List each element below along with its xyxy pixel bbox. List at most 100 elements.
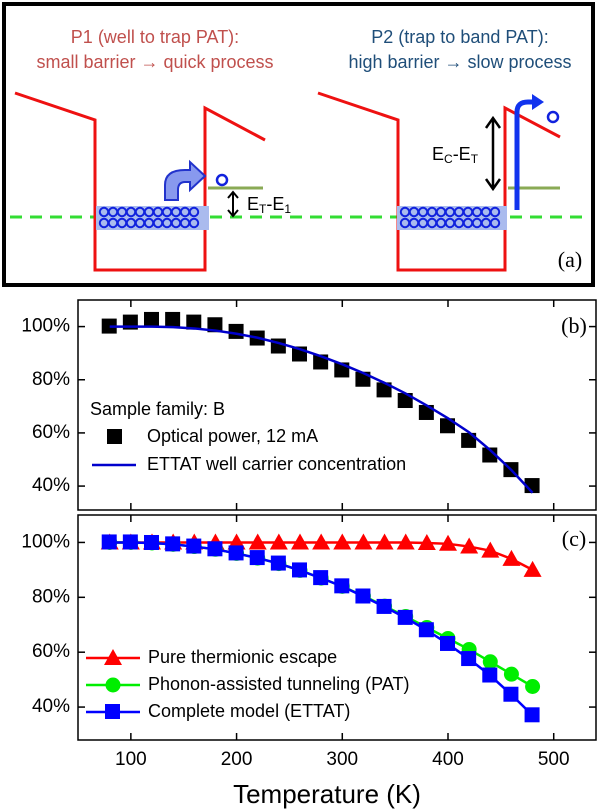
- marker-square: [440, 418, 455, 434]
- energy-label: EC-ET: [432, 144, 479, 166]
- marker-square: [418, 622, 434, 638]
- symbol: -E: [453, 144, 471, 164]
- x-tick-label: 300: [326, 749, 358, 770]
- marker-square: [270, 555, 286, 571]
- marker-square: [207, 317, 223, 333]
- panel-label: (c): [562, 526, 586, 551]
- y-tick-label: 100%: [21, 531, 70, 552]
- well-right: [317, 91, 561, 272]
- marker-square: [355, 588, 371, 604]
- legend-label: Optical power, 12 mA: [147, 426, 318, 446]
- well-left: [14, 91, 266, 272]
- carrier: [489, 217, 501, 229]
- subscript: 1: [284, 202, 291, 216]
- carrier: [215, 173, 229, 187]
- series: Phonon-assisted tunneling (PAT): [86, 534, 541, 694]
- series-line: [109, 325, 534, 494]
- carrier: [188, 206, 200, 218]
- marker-square: [249, 550, 265, 566]
- x-tick-label: 500: [538, 749, 570, 770]
- arrow-p2: [514, 99, 534, 210]
- marker-triangle: [269, 533, 288, 550]
- marker-circle: [503, 666, 519, 682]
- x-tick-label: 200: [221, 749, 253, 770]
- legend-marker: [104, 649, 122, 665]
- panel: 40% 60% 80% 100% (b) Sample family: B Optical …: [21, 299, 597, 511]
- marker-square: [101, 534, 117, 550]
- p1-title: P1 (well to trap PAT):: [71, 27, 239, 47]
- legend-label: Pure thermionic escape: [148, 647, 337, 667]
- marker-square: [186, 314, 202, 330]
- marker-circle: [482, 654, 498, 670]
- marker-triangle: [523, 560, 542, 577]
- x-tick-label: 400: [432, 749, 464, 770]
- y-tick-label: 100%: [21, 316, 70, 337]
- marker-triangle: [502, 549, 521, 566]
- carrier: [188, 217, 200, 229]
- legend-label: Complete model (ETTAT): [148, 701, 350, 721]
- p2-subtitle: high barrier → slow process: [348, 52, 571, 72]
- p1-subtitle: small barrier → quick process: [36, 52, 273, 72]
- marker-square: [165, 536, 181, 552]
- legend-marker: [105, 677, 121, 693]
- panel-label: (a): [558, 247, 582, 272]
- marker-square: [228, 545, 244, 561]
- arrow-head: [532, 94, 544, 110]
- symbol: -E: [266, 194, 284, 214]
- subscript: T: [471, 152, 479, 166]
- x-axis-title: Temperature (K): [233, 779, 421, 809]
- legend-marker: [107, 429, 122, 444]
- marker-square: [122, 534, 138, 550]
- marker-triangle: [333, 533, 352, 550]
- marker-circle: [525, 678, 541, 694]
- marker-triangle: [354, 533, 373, 550]
- annotation: Sample family: B: [90, 399, 225, 419]
- panel-label: (b): [561, 313, 587, 338]
- carrier: [489, 206, 501, 218]
- y-tick-label: 80%: [32, 369, 70, 390]
- double-arrow: [484, 115, 502, 192]
- marker-triangle: [312, 533, 331, 550]
- marker-triangle: [291, 533, 309, 550]
- x-tick-label: 100: [115, 749, 147, 770]
- marker-square: [207, 541, 223, 557]
- marker-triangle: [417, 533, 436, 550]
- marker-square: [101, 318, 117, 334]
- series: Complete model (ETTAT): [86, 534, 540, 723]
- marker-square: [144, 534, 159, 550]
- marker-square: [228, 323, 244, 339]
- marker-triangle: [375, 533, 394, 550]
- marker-square: [165, 311, 181, 327]
- energy-label: ET-E1: [247, 194, 291, 216]
- marker-square: [482, 667, 498, 683]
- y-tick-label: 60%: [32, 641, 70, 662]
- carrier-group: [96, 206, 507, 230]
- marker-square: [440, 635, 455, 651]
- marker-triangle: [248, 533, 267, 550]
- y-tick-label: 40%: [32, 475, 70, 496]
- y-tick-label: 40%: [32, 696, 70, 717]
- marker-triangle: [396, 533, 415, 550]
- marker-triangle: [439, 534, 457, 551]
- legend-label: Phonon-assisted tunneling (PAT): [148, 674, 409, 694]
- subscript: C: [444, 152, 453, 166]
- y-tick-label: 80%: [32, 586, 70, 607]
- marker-square: [376, 382, 392, 398]
- symbol: E: [432, 144, 444, 164]
- marker-square: [186, 538, 202, 554]
- series: ETTAT well carrier concentration: [92, 325, 534, 494]
- symbol: E: [247, 194, 259, 214]
- y-tick-label: 60%: [32, 422, 70, 443]
- double-arrow: [227, 190, 239, 218]
- marker-square: [376, 598, 392, 614]
- plot-frame: [77, 514, 597, 741]
- marker-square: [524, 707, 540, 723]
- p2-title: P2 (trap to band PAT):: [371, 27, 548, 47]
- marker-square: [313, 570, 329, 586]
- marker-square: [334, 578, 350, 594]
- marker-triangle: [481, 541, 500, 558]
- marker-square: [292, 562, 307, 578]
- marker-square: [503, 686, 519, 702]
